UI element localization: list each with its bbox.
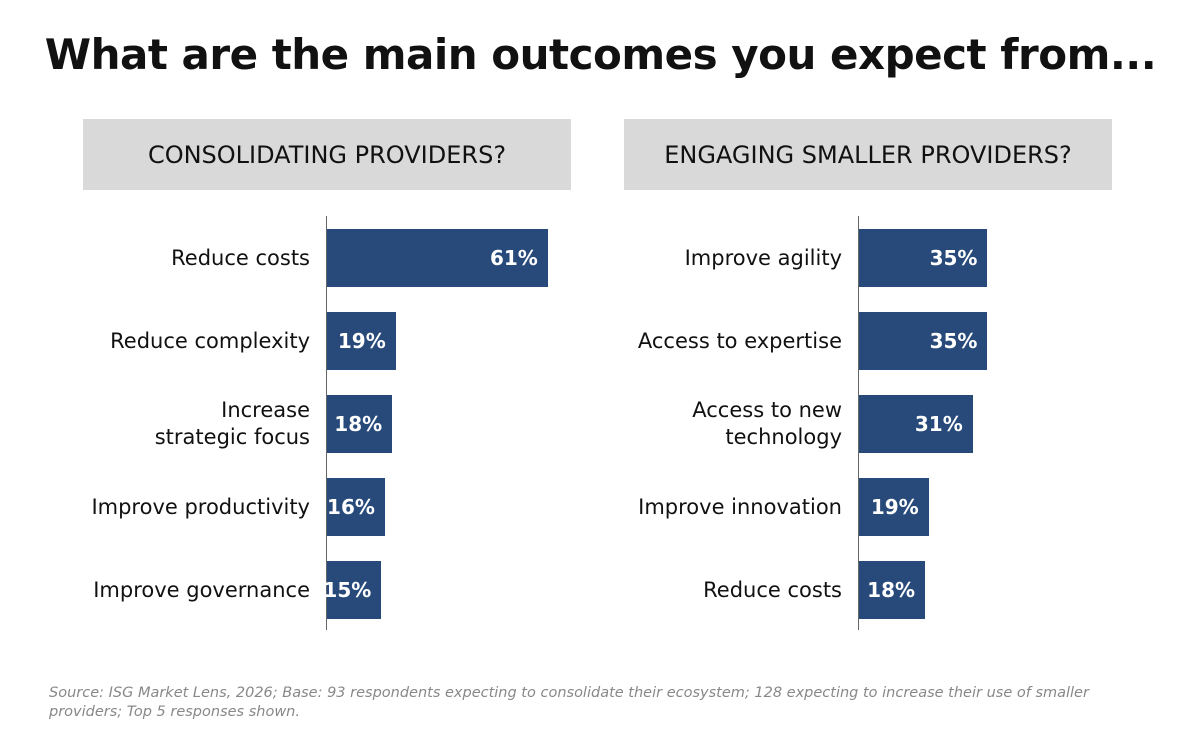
category-label-line: Improve productivity	[91, 494, 310, 519]
category-label: Improve productivity	[50, 478, 310, 536]
data-label: 31%	[914, 412, 963, 436]
left-axis-line	[326, 216, 327, 630]
category-label: Increase strategic focus	[50, 395, 310, 453]
bar: 18%	[327, 395, 393, 453]
category-label: Improve governance	[50, 561, 310, 619]
category-label: Reduce costs	[582, 561, 842, 619]
category-label: Reduce complexity	[50, 312, 310, 370]
category-label-line: Reduce costs	[703, 577, 842, 602]
data-label: 35%	[929, 329, 978, 353]
panel-header-consolidating: CONSOLIDATING PROVIDERS?	[83, 119, 571, 190]
bar: 18%	[859, 561, 926, 619]
category-label-line: Improve agility	[684, 245, 842, 270]
bar: 19%	[859, 478, 929, 536]
data-label: 15%	[323, 578, 372, 602]
category-label-line: Access to new	[692, 398, 842, 422]
category-label-line: Improve governance	[93, 577, 310, 602]
data-label: 18%	[867, 578, 916, 602]
category-label-line: Reduce complexity	[110, 328, 310, 353]
chart-title: What are the main outcomes you expect fr…	[44, 30, 1157, 79]
category-label: Improve agility	[582, 229, 842, 287]
bar: 35%	[859, 312, 988, 370]
bar: 16%	[327, 478, 385, 536]
category-label: Access to expertise	[582, 312, 842, 370]
right-axis-line	[858, 216, 859, 630]
category-label-line: Reduce costs	[171, 245, 310, 270]
category-label: Improve innovation	[582, 478, 842, 536]
data-label: 19%	[337, 329, 386, 353]
data-label: 61%	[489, 246, 538, 270]
data-label: 16%	[327, 495, 375, 519]
category-label: Access to new technology	[582, 395, 842, 453]
category-label-line: strategic focus	[154, 425, 310, 449]
bar: 35%	[859, 229, 988, 287]
category-label: Reduce costs	[50, 229, 310, 287]
category-label-line: Improve innovation	[638, 494, 842, 519]
data-label: 35%	[929, 246, 978, 270]
bar: 31%	[859, 395, 973, 453]
source-note: Source: ISG Market Lens, 2026; Base: 93 …	[49, 685, 1089, 720]
category-label-line: Increase	[221, 398, 310, 422]
category-label-line: technology	[725, 425, 842, 449]
bar: 19%	[327, 312, 396, 370]
panel-header-smaller-providers: ENGAGING SMALLER PROVIDERS?	[624, 119, 1112, 190]
bar: 61%	[327, 229, 548, 287]
bar: 15%	[323, 561, 382, 619]
data-label: 19%	[870, 495, 919, 519]
category-label-line: Access to expertise	[637, 328, 842, 353]
data-label: 18%	[334, 412, 383, 436]
